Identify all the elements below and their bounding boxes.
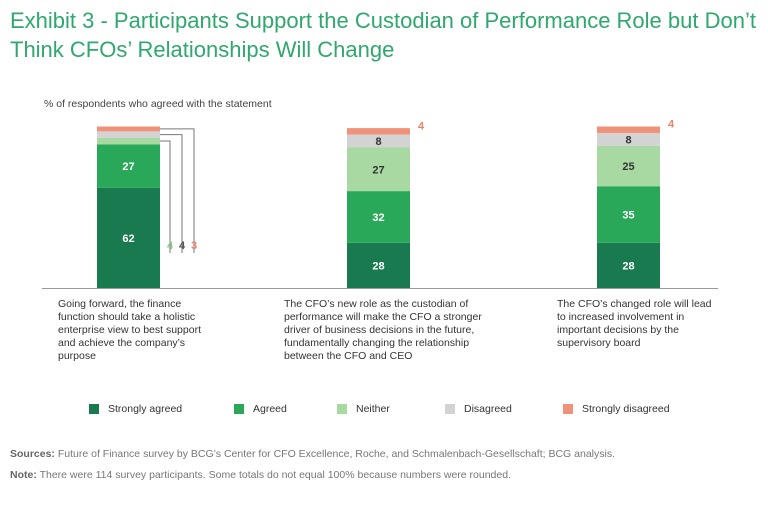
sources-label: Sources: [10,448,55,460]
legend-label-strongly-disagreed: Strongly disagreed [582,403,670,415]
bar-strongly-agreed-1 [97,187,160,288]
chart-subtitle: % of respondents who agreed with the sta… [44,98,272,110]
bar-agreed-3 [597,186,660,243]
data-label-strongly-agreed-2: 28 [372,260,384,272]
bar-disagreed-3 [597,132,660,146]
bar-disagreed-1 [97,131,160,138]
legend-swatch-neither [337,404,347,414]
sources-note: Sources: Future of Finance survey by BCG… [10,448,615,460]
chart-title: Exhibit 3 - Participants Support the Cus… [10,8,756,62]
note-label: Note: [10,469,37,481]
legend-swatch-strongly-agreed [89,404,99,414]
data-label-strongly-agreed-3: 28 [622,260,634,272]
legend-swatch-strongly-disagreed [563,404,573,414]
participants-note: Note: There were 114 survey participants… [10,469,511,481]
data-label-agreed-3: 35 [622,210,634,222]
bar-agreed-1 [97,144,160,188]
bar-strongly-agreed-3 [597,242,660,288]
legend-label-disagreed: Disagreed [464,403,512,415]
bar-strongly-agreed-2 [347,242,410,288]
data-label-disagreed-2: 8 [375,136,381,148]
legend-item-strongly-disagreed: Strongly disagreed [563,403,670,415]
bar-disagreed-2 [347,134,410,148]
data-label-neither-2: 27 [372,164,384,176]
leader-line-strongly-disagreed-1 [160,128,195,253]
data-label-disagreed-1: 4 [179,240,186,252]
note-text: There were 114 survey participants. Some… [36,469,511,481]
bar-strongly-disagreed-3 [597,126,660,133]
bar-neither-2 [347,147,410,192]
data-label-strongly-agreed-1: 62 [122,233,134,245]
bar-strongly-disagreed-2 [347,128,410,135]
legend-item-agreed: Agreed [234,403,287,415]
legend-label-neither: Neither [356,403,390,415]
bar-neither-3 [597,145,660,187]
data-label-strongly-disagreed-2: 4 [418,120,425,132]
legend-label-strongly-agreed: Strongly agreed [108,403,183,415]
data-label-strongly-disagreed-1: 3 [191,240,197,252]
leader-line-disagreed-1 [160,134,183,253]
bar-agreed-2 [347,191,410,243]
category-label-3: The CFO’s changed role will lead to incr… [557,298,712,349]
legend-swatch-agreed [234,404,244,414]
data-label-neither-1: 4 [167,240,174,252]
data-label-strongly-disagreed-3: 4 [668,119,675,131]
legend-item-neither: Neither [337,403,390,415]
bar-strongly-disagreed-1 [97,126,160,132]
legend-item-strongly-agreed: Strongly agreed [89,403,182,415]
data-label-disagreed-3: 8 [625,134,631,146]
category-label-2: The CFO’s new role as the custodian of p… [284,298,482,362]
legend-swatch-disagreed [445,404,455,414]
data-label-agreed-1: 27 [122,161,134,173]
bar-neither-1 [97,137,160,145]
legend-item-disagreed: Disagreed [445,403,512,415]
sources-text: Future of Finance survey by BCG’s Center… [54,448,615,460]
data-label-neither-3: 25 [622,161,634,173]
chart-legend: Strongly agreed Agreed Neither Disagreed… [0,403,768,419]
legend-label-agreed: Agreed [253,403,287,415]
leader-line-neither-1 [160,140,171,253]
data-label-agreed-2: 32 [372,212,384,224]
category-label-1: Going forward, the finance function shou… [58,298,201,362]
